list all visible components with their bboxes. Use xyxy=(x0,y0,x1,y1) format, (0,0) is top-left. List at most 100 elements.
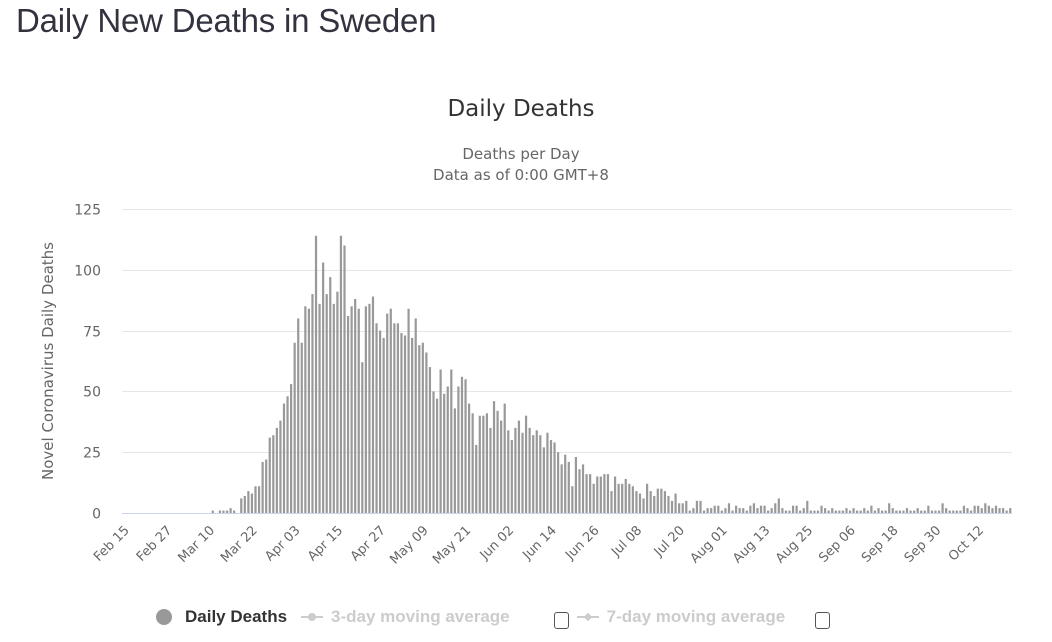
bar[interactable] xyxy=(688,510,691,513)
bar[interactable] xyxy=(848,510,852,513)
bar[interactable] xyxy=(678,503,681,513)
3-day-average-checkbox[interactable] xyxy=(553,612,569,629)
bar[interactable] xyxy=(920,510,923,513)
bar[interactable] xyxy=(261,461,264,513)
bar[interactable] xyxy=(514,427,517,513)
bar[interactable] xyxy=(475,444,478,513)
bar[interactable] xyxy=(596,476,599,513)
bar[interactable] xyxy=(653,495,656,513)
bar[interactable] xyxy=(1009,508,1012,513)
bar[interactable] xyxy=(314,235,318,513)
bar[interactable] xyxy=(934,510,937,513)
bar[interactable] xyxy=(937,510,941,513)
bar[interactable] xyxy=(332,303,335,513)
legend-item-7-day-average[interactable]: 7-day moving average xyxy=(576,607,785,627)
bar[interactable] xyxy=(923,510,926,513)
bar[interactable] xyxy=(482,415,485,513)
bar[interactable] xyxy=(880,510,884,513)
bar[interactable] xyxy=(336,291,339,513)
bar[interactable] xyxy=(549,440,553,513)
bar[interactable] xyxy=(304,306,307,513)
bar[interactable] xyxy=(396,323,400,513)
bar[interactable] xyxy=(233,510,236,513)
bar[interactable] xyxy=(564,454,567,513)
bar[interactable] xyxy=(631,486,634,513)
bar[interactable] xyxy=(250,493,254,513)
bar[interactable] xyxy=(503,403,506,513)
bar[interactable] xyxy=(496,410,499,513)
bar[interactable] xyxy=(254,486,257,513)
bar[interactable] xyxy=(831,508,834,513)
bar[interactable] xyxy=(311,294,314,513)
bar[interactable] xyxy=(592,483,595,513)
bar[interactable] xyxy=(581,464,585,513)
bar[interactable] xyxy=(660,488,663,513)
bar[interactable] xyxy=(674,493,677,513)
bar[interactable] xyxy=(603,474,606,513)
bar[interactable] xyxy=(991,508,994,513)
bar[interactable] xyxy=(329,277,332,513)
bar[interactable] xyxy=(339,235,343,513)
bar[interactable] xyxy=(446,386,449,513)
bar[interactable] xyxy=(646,483,649,513)
bar[interactable] xyxy=(692,508,695,513)
bar[interactable] xyxy=(852,508,855,513)
bar[interactable] xyxy=(952,510,955,513)
7-day-average-checkbox[interactable] xyxy=(815,612,831,629)
bar[interactable] xyxy=(290,384,293,513)
bar[interactable] xyxy=(663,491,667,513)
bar[interactable] xyxy=(927,505,930,513)
bar[interactable] xyxy=(621,483,624,513)
bar[interactable] xyxy=(1005,510,1008,513)
bar[interactable] xyxy=(888,503,891,513)
bar[interactable] xyxy=(670,500,674,513)
bar[interactable] xyxy=(784,510,788,513)
bar[interactable] xyxy=(656,488,659,513)
bar[interactable] xyxy=(745,510,748,513)
bar[interactable] xyxy=(827,510,830,513)
bar[interactable] xyxy=(460,376,464,513)
bar[interactable] xyxy=(286,396,289,513)
bar[interactable] xyxy=(749,505,752,513)
bar[interactable] xyxy=(492,401,496,513)
bar[interactable] xyxy=(411,337,414,513)
bar[interactable] xyxy=(364,306,367,513)
bar[interactable] xyxy=(735,505,738,513)
bar[interactable] xyxy=(450,369,453,513)
bar[interactable] xyxy=(759,505,763,513)
legend-item-3-day-average[interactable]: 3-day moving average xyxy=(301,607,510,627)
bar[interactable] xyxy=(599,476,602,513)
bar[interactable] xyxy=(774,503,777,513)
bar[interactable] xyxy=(845,508,848,513)
bar[interactable] xyxy=(510,440,513,513)
bar[interactable] xyxy=(560,464,563,513)
bar[interactable] xyxy=(838,510,841,513)
bar[interactable] xyxy=(257,486,261,513)
bar[interactable] xyxy=(361,362,364,513)
bar[interactable] xyxy=(539,435,542,513)
bar[interactable] xyxy=(642,498,645,513)
bar[interactable] xyxy=(222,510,225,513)
bar[interactable] xyxy=(211,510,214,513)
bar[interactable] xyxy=(802,508,805,513)
bar[interactable] xyxy=(382,337,385,513)
bar[interactable] xyxy=(571,486,574,513)
bar[interactable] xyxy=(959,510,962,513)
bar[interactable] xyxy=(471,413,474,513)
bar[interactable] xyxy=(240,498,243,513)
bar[interactable] xyxy=(606,474,610,513)
bar[interactable] xyxy=(859,510,862,513)
bar[interactable] xyxy=(895,510,898,513)
bar[interactable] xyxy=(945,508,948,513)
bar[interactable] xyxy=(941,503,944,513)
bar[interactable] xyxy=(962,505,966,513)
bar[interactable] xyxy=(870,505,873,513)
bar[interactable] xyxy=(279,420,282,513)
bar[interactable] xyxy=(229,508,232,513)
bar[interactable] xyxy=(877,508,880,513)
bar[interactable] xyxy=(247,491,250,513)
bar[interactable] xyxy=(727,503,731,513)
bar[interactable] xyxy=(613,476,617,513)
bar[interactable] xyxy=(791,505,795,513)
bar[interactable] xyxy=(966,508,969,513)
